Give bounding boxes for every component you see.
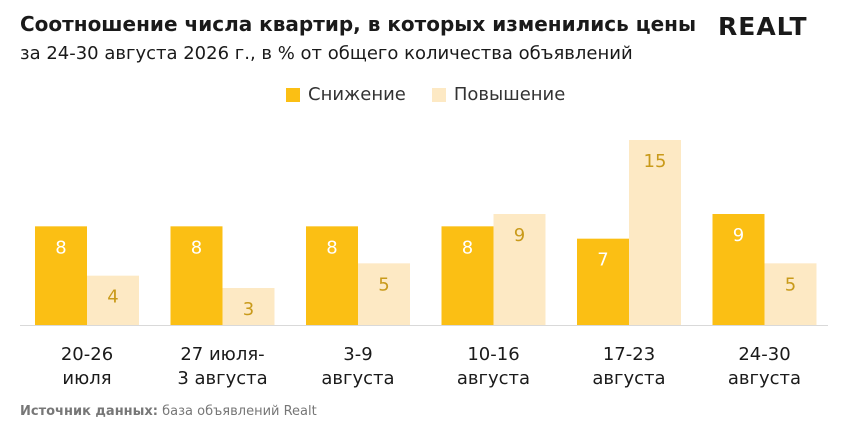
bar-increase-5 <box>764 263 817 325</box>
source-label: Источник данных: <box>20 404 158 419</box>
data-label-increase-4: 15 <box>644 151 667 172</box>
chart-legend: Снижение Повышение <box>286 84 591 105</box>
data-label-increase-5: 5 <box>785 274 796 295</box>
data-label-increase-3: 9 <box>514 225 525 246</box>
chart-subtitle: за 24-30 августа 2026 г., в % от общего … <box>20 43 633 64</box>
x-tick-label-0-0: 20-26 <box>61 344 113 365</box>
x-tick-label-3-1: августа <box>457 368 530 389</box>
x-tick-label-1-1: 3 августа <box>177 368 267 389</box>
data-label-increase-2: 5 <box>378 274 389 295</box>
data-label-decrease-1: 8 <box>191 237 202 258</box>
bar-increase-2 <box>358 263 410 325</box>
bar-increase-0 <box>87 275 139 325</box>
legend-item-decrease: Снижение <box>286 84 406 105</box>
x-tick-label-4-1: августа <box>592 368 665 389</box>
bar-decrease-5 <box>712 214 765 325</box>
bar-increase-4 <box>629 140 681 325</box>
x-tick-label-5-1: августа <box>728 368 801 389</box>
x-tick-label-2-1: августа <box>321 368 394 389</box>
data-label-decrease-4: 7 <box>597 250 608 271</box>
legend-label-increase: Повышение <box>453 84 566 105</box>
legend-label-decrease: Снижение <box>308 84 406 105</box>
x-tick-label-0-1: июля <box>62 368 111 389</box>
x-tick-label-1-0: 27 июля- <box>180 344 264 365</box>
bar-increase-3 <box>493 214 546 325</box>
data-label-increase-1: 3 <box>243 299 254 320</box>
chart-title: Соотношение числа квартир, в которых изм… <box>20 12 697 36</box>
legend-swatch-increase <box>431 87 446 102</box>
data-label-decrease-2: 8 <box>326 237 337 258</box>
x-tick-label-2-0: 3-9 <box>343 344 372 365</box>
legend-swatch-decrease <box>286 87 300 102</box>
legend-item-increase: Повышение <box>431 84 566 105</box>
x-tick-label-3-0: 10-16 <box>467 344 519 365</box>
bar-increase-1 <box>222 288 275 325</box>
bar-decrease-2 <box>306 226 358 325</box>
source-note: Источник данных: база объявлений Realt <box>20 404 317 419</box>
bar-decrease-1 <box>170 226 223 325</box>
x-tick-label-5-0: 24-30 <box>738 344 790 365</box>
bar-decrease-0 <box>35 226 87 325</box>
x-tick-label-4-0: 17-23 <box>603 344 655 365</box>
data-label-decrease-0: 8 <box>55 237 66 258</box>
data-label-decrease-3: 8 <box>462 237 473 258</box>
realt-logo: REALT <box>718 12 808 41</box>
source-text: база объявлений Realt <box>158 404 317 419</box>
data-label-decrease-5: 9 <box>733 225 744 246</box>
bar-decrease-4 <box>577 238 629 325</box>
bar-decrease-3 <box>441 226 494 325</box>
data-label-increase-0: 4 <box>107 287 118 308</box>
